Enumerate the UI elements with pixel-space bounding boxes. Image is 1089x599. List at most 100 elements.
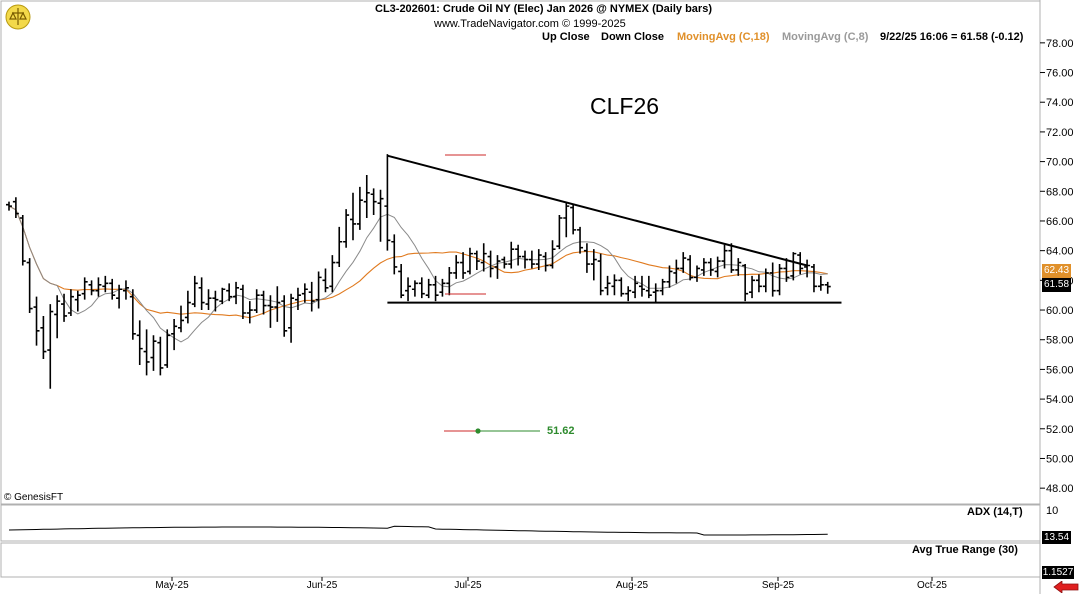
y-tick-label: 64.00: [1046, 246, 1074, 258]
ohlc-bar: [102, 275, 109, 293]
price-panel-frame: [0, 0, 1041, 505]
ohlc-bar: [219, 287, 226, 305]
x-tick-label: Sep-25: [762, 580, 795, 591]
ohlc-bar: [522, 250, 528, 269]
ohlc-bar: [790, 252, 797, 281]
ohlc-bar: [425, 278, 432, 299]
ohlc-bar: [363, 174, 370, 218]
descending-trendline: [387, 154, 808, 267]
atr-panel-frame: [0, 542, 1041, 578]
scroll-left-arrow-icon[interactable]: [1052, 580, 1080, 598]
legend-down-close: Down Close: [601, 31, 664, 43]
ohlc-bar: [556, 215, 563, 250]
y-tick-label: 56.00: [1046, 364, 1074, 376]
ohlc-bar: [191, 275, 198, 308]
ohlc-bar: [680, 252, 687, 273]
ohlc-bar: [281, 295, 288, 337]
ohlc-bar: [742, 264, 749, 302]
ohlc-bar: [301, 283, 308, 303]
ohlc-bar: [171, 318, 178, 351]
ohlc-bar: [810, 264, 817, 293]
adx-label: ADX (14,T): [967, 506, 1023, 518]
ohlc-bar: [446, 266, 453, 296]
ohlc-bar: [253, 289, 260, 313]
ohlc-bar: [116, 284, 123, 309]
ohlc-bar: [687, 255, 694, 281]
y-tick-label: 60.00: [1046, 305, 1074, 317]
ohlc-bar: [274, 286, 281, 322]
ohlc-bar: [322, 268, 329, 293]
last-price-box: 61.58: [1042, 278, 1071, 292]
ohlc-bar: [40, 315, 47, 360]
ohlc-bar: [590, 249, 597, 281]
ohlc-bar: [343, 209, 350, 248]
ohlc-bar: [673, 259, 680, 284]
ohlc-bar: [625, 286, 632, 302]
ohlc-bar: [418, 277, 425, 299]
ohlc-bar: [350, 192, 356, 241]
ohlc-bar: [294, 287, 301, 311]
adx-panel-frame: [0, 504, 1041, 542]
ma8-line: [8, 205, 828, 343]
ohlc-bar: [638, 275, 645, 297]
ohlc-bar: [480, 243, 487, 272]
atr-value-box: 1.1527: [1042, 566, 1074, 579]
ohlc-bar: [308, 281, 315, 312]
ohlc-bar: [755, 274, 762, 293]
ohlc-bar: [528, 250, 535, 269]
ohlc-bar: [460, 252, 467, 279]
y-tick-label: 74.00: [1046, 97, 1074, 109]
ohlc-bar: [570, 204, 577, 235]
ohlc-bar: [432, 275, 439, 302]
target-point: [475, 428, 481, 434]
ohlc-bar: [411, 280, 418, 297]
ohlc-bar: [666, 265, 673, 288]
ohlc-bar: [109, 278, 116, 300]
chart-title: CL3-202601: Crude Oil NY (Elec) Jan 2026…: [375, 3, 712, 15]
ohlc-bar: [535, 249, 542, 270]
x-tick-label: Oct-25: [917, 580, 947, 591]
ohlc-bar: [26, 258, 33, 313]
ohlc-bar: [439, 278, 446, 297]
ohlc-bar: [150, 335, 157, 371]
ohlc-bar: [652, 283, 659, 303]
ohlc-bar: [694, 265, 700, 282]
ohlc-bar: [178, 305, 184, 333]
ohlc-bar: [205, 289, 212, 311]
ohlc-bar: [81, 277, 88, 300]
ohlc-bar: [817, 275, 824, 291]
ohlc-bar: [47, 304, 54, 389]
ohlc-bar: [473, 250, 480, 270]
ohlc-bar: [288, 293, 295, 343]
ohlc-bar: [233, 281, 240, 305]
ohlc-bar: [563, 203, 570, 238]
ohlc-bar: [618, 277, 625, 297]
ohlc-bar: [370, 188, 377, 216]
ohlc-bar: [129, 289, 136, 340]
y-tick-label: 50.00: [1046, 453, 1074, 465]
ohlc-bar: [824, 281, 831, 294]
ohlc-bar: [184, 290, 191, 324]
y-tick-label: 66.00: [1046, 216, 1074, 228]
ohlc-bar: [645, 275, 652, 299]
ohlc-bar: [12, 197, 19, 218]
trade-navigator-logo-icon: [4, 3, 32, 36]
legend-up-close: Up Close: [542, 31, 590, 43]
ohlc-bar: [260, 290, 267, 315]
legend-ma8: MovingAvg (C,8): [782, 31, 869, 43]
ohlc-bar: [769, 262, 776, 297]
ohlc-bar: [501, 256, 508, 269]
symbol-label: CLF26: [590, 93, 660, 119]
ohlc-bar: [721, 244, 728, 269]
ohlc-bar: [398, 264, 405, 299]
ohlc-bar: [466, 247, 473, 275]
ohlc-bar: [597, 253, 604, 296]
ohlc-bar: [226, 283, 233, 302]
ohlc-bar: [804, 259, 811, 278]
ohlc-bar: [659, 278, 666, 296]
ohlc-bar: [88, 280, 95, 296]
ohlc-bar: [583, 243, 590, 273]
ohlc-bar: [487, 250, 494, 278]
ohlc-bar: [700, 258, 707, 276]
